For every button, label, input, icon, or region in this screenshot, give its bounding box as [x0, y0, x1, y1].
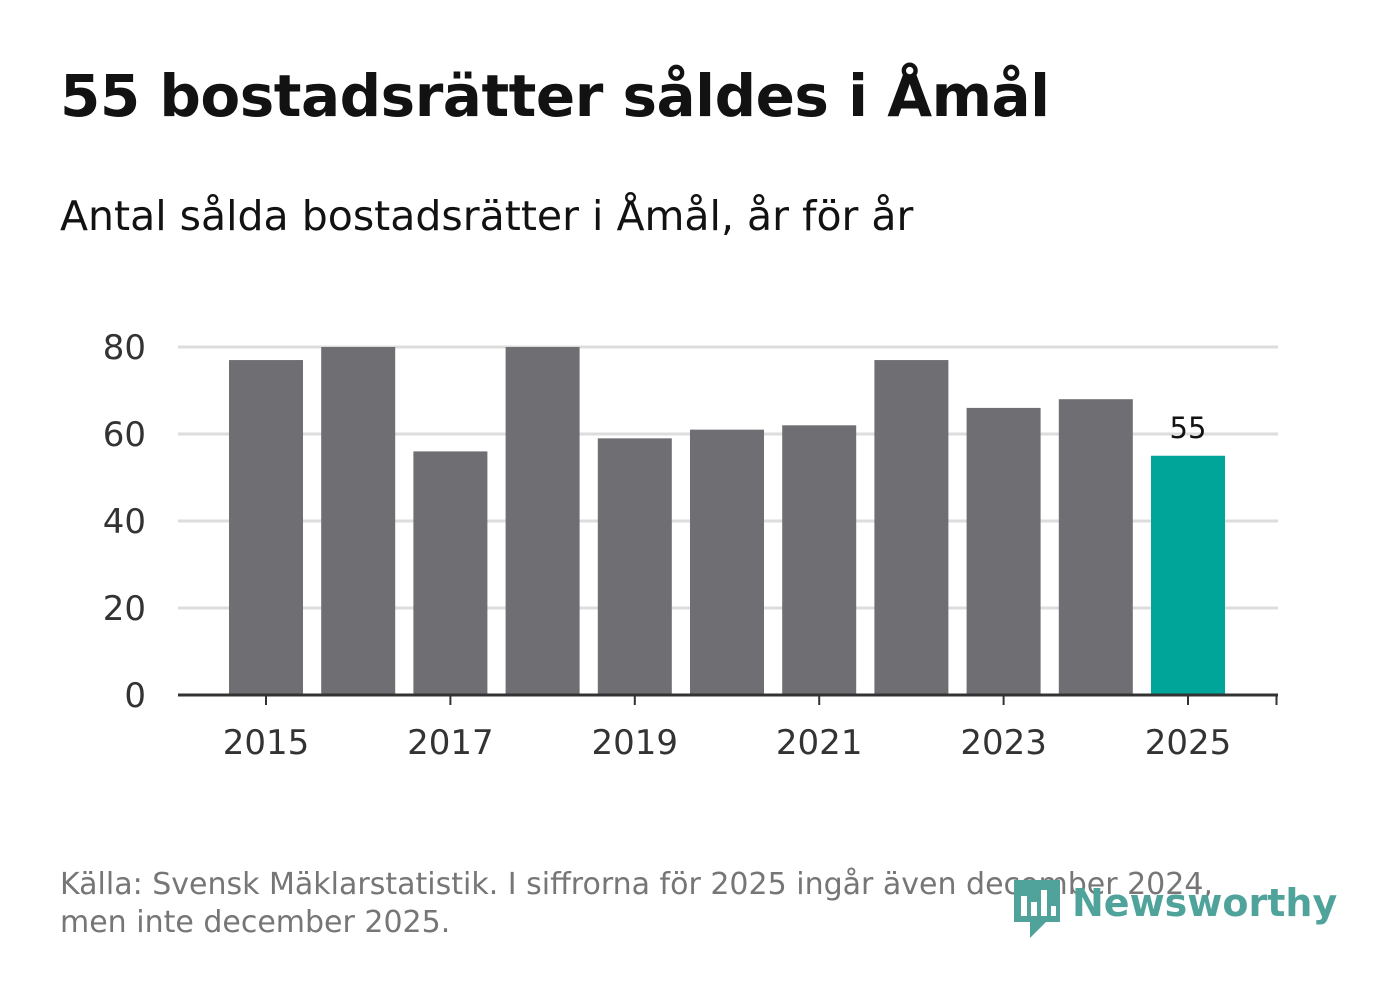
x-tick-label-2017: 2017 — [407, 723, 494, 763]
y-tick-label-40: 40 — [103, 502, 146, 542]
bar-2016 — [321, 347, 396, 695]
y-tick-label-20: 20 — [103, 589, 146, 629]
chart-subtitle: Antal sålda bostadsrätter i Åmål, år för… — [60, 192, 914, 240]
y-tick-label-60: 60 — [103, 415, 146, 455]
axes: 0 20 40 60 80 2015 2017 2019 2021 2023 2025 — [103, 328, 1278, 763]
bar-2020 — [690, 429, 764, 695]
bar-2015 — [229, 360, 303, 695]
newsworthy-logo-icon — [1014, 880, 1060, 938]
x-tick-label-2019: 2019 — [592, 723, 679, 763]
bar-chart: 55 0 20 40 60 80 2015 2017 2019 2021 2023 2025 — [103, 328, 1278, 763]
x-tick-label-2023: 2023 — [960, 723, 1047, 763]
data-labels: 55 — [1170, 411, 1207, 445]
bar-2021 — [782, 425, 857, 695]
logo-text: Newsworthy — [1072, 881, 1338, 925]
x-tick-label-2021: 2021 — [776, 723, 863, 763]
bar-2017 — [413, 451, 488, 695]
bar-2024 — [1058, 399, 1133, 695]
source-line-2: men inte december 2025. — [60, 905, 451, 940]
y-tick-label-0: 0 — [124, 676, 146, 716]
bar-2025 — [1151, 455, 1225, 695]
newsworthy-logo: Newsworthy — [1012, 878, 1337, 940]
bar-2023 — [966, 407, 1041, 695]
chart-title: 55 bostadsrätter såldes i Åmål — [60, 62, 1050, 130]
bar-2018 — [505, 347, 580, 695]
bar-2019 — [597, 438, 672, 695]
y-tick-label-80: 80 — [103, 328, 146, 368]
data-label-2025: 55 — [1170, 411, 1207, 445]
x-tick-label-2015: 2015 — [223, 723, 310, 763]
x-tick-label-2025: 2025 — [1145, 723, 1232, 763]
bars — [229, 347, 1225, 695]
bar-2022 — [874, 360, 949, 695]
